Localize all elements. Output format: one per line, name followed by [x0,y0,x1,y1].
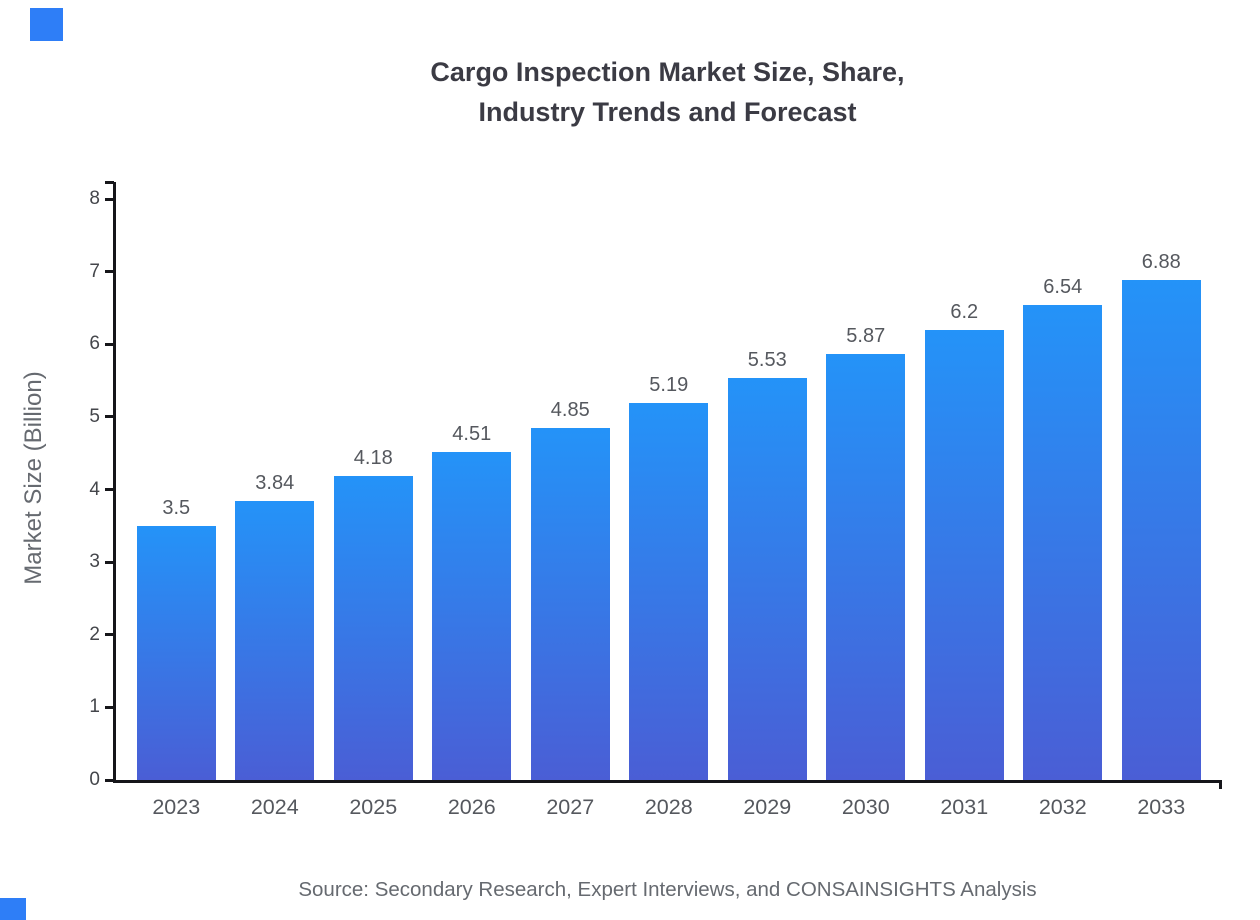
source-note: Source: Secondary Research, Expert Inter… [298,878,1037,901]
chart-title-line-1: Cargo Inspection Market Size, Share, [430,57,905,87]
x-axis-label-2029: 2029 [743,795,792,819]
chart-title-line-2: Industry Trends and Forecast [478,97,857,127]
x-axis-label-2033: 2033 [1137,795,1186,819]
bar-value-label-2030: 5.87 [846,324,886,347]
y-tick-label: 5 [89,405,100,427]
x-axis-label-2023: 2023 [152,795,201,819]
bar-2030 [826,353,906,780]
bar-value-label-2023: 3.5 [162,496,191,519]
y-tick-label: 2 [89,623,100,645]
y-tick-mark [105,415,114,419]
x-axis-label-2032: 2032 [1038,795,1087,819]
x-axis-line [113,780,1222,783]
bar-2031 [924,329,1004,780]
bar-value-label-2027: 4.85 [550,398,590,421]
y-tick-label: 6 [89,333,100,355]
x-axis-label-2031: 2031 [940,795,989,819]
y-tick-mark [105,633,114,637]
watermark-square-top-left [30,8,63,41]
bar-2028 [629,403,709,780]
bar-value-label-2032: 6.54 [1043,276,1083,299]
bar-2023 [136,525,216,780]
bar-2025 [333,476,413,780]
y-axis-end-tick [105,181,114,184]
bar-2024 [235,501,315,780]
bar-value-label-2026: 4.51 [452,423,492,446]
y-tick-label: 1 [89,696,100,718]
y-tick-label: 8 [89,188,100,209]
y-axis-line [113,182,116,783]
y-tick-mark [105,778,114,782]
y-tick-label: 3 [89,551,100,573]
x-axis-label-2028: 2028 [644,795,693,819]
chart-title: Cargo Inspection Market Size, Share, Ind… [115,52,1220,132]
x-axis-label-2024: 2024 [250,795,299,819]
bar-value-label-2025: 4.18 [353,447,393,470]
x-axis-label-2026: 2026 [447,795,496,819]
x-axis-label-2027: 2027 [546,795,595,819]
bar-2032 [1023,305,1103,780]
bar-2026 [432,452,512,780]
bar-value-label-2033: 6.88 [1141,251,1181,274]
y-tick-mark [105,342,114,346]
x-axis-end-tick [1219,780,1222,789]
bar-value-label-2028: 5.19 [649,374,689,397]
x-axis-label-2025: 2025 [349,795,398,819]
bar-value-label-2029: 5.53 [747,349,787,372]
x-axis-label-2030: 2030 [841,795,890,819]
y-tick-mark [105,560,114,564]
y-tick-label: 7 [89,260,100,282]
bar-2033 [1121,280,1201,780]
y-axis-title: Market Size (Billion) [20,371,47,585]
y-tick-label: 0 [89,769,100,790]
watermark-square-bottom-left [0,898,26,920]
bar-value-label-2024: 3.84 [255,472,295,495]
y-tick-mark [105,270,114,274]
bar-2027 [530,427,610,780]
bar-2029 [727,378,807,780]
y-tick-mark [105,488,114,491]
y-tick-mark [105,197,114,201]
y-tick-mark [105,705,114,709]
y-tick-label: 4 [89,478,100,500]
bar-value-label-2031: 6.2 [950,300,979,323]
